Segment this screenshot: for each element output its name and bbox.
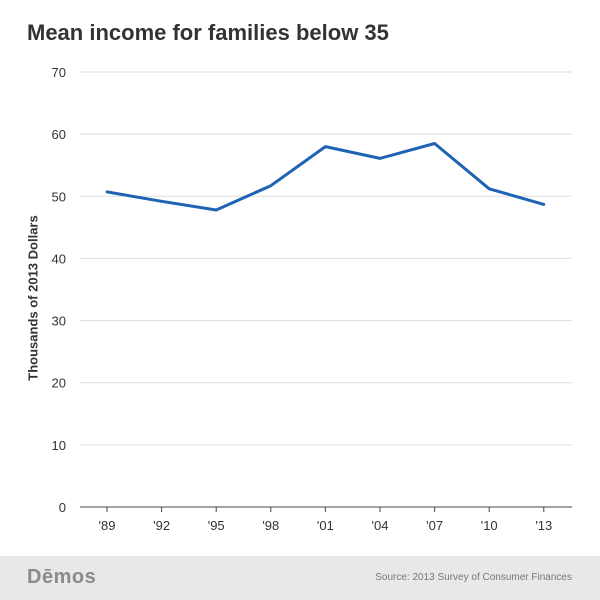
series-line-0 (105, 142, 546, 212)
y-tick-label-50: 50 (52, 189, 66, 204)
x-tick-label-2: '95 (208, 518, 225, 533)
x-tick-label-6: '07 (426, 518, 443, 533)
series-layer (105, 142, 546, 212)
footer-bar: Dēmos Source: 2013 Survey of Consumer Fi… (0, 556, 600, 600)
demos-logo: Dēmos (27, 566, 97, 588)
y-tick-label-60: 60 (52, 127, 66, 142)
y-tick-label-20: 20 (52, 376, 66, 391)
x-axis (80, 506, 572, 512)
x-tick-label-5: '04 (372, 518, 389, 533)
x-tick-label-1: '92 (153, 518, 170, 533)
y-tick-labels: 0 10 20 30 40 50 60 70 (52, 65, 66, 515)
y-tick-label-10: 10 (52, 438, 66, 453)
x-tick-label-3: '98 (262, 518, 279, 533)
line-chart: 0 10 20 30 40 50 60 70 '89 '92 '95 '98 '01 '04 '07 '10… (52, 65, 572, 533)
x-tick-labels: '89 '92 '95 '98 '01 '04 '07 '10 '13 (99, 518, 553, 533)
gridlines (80, 71, 572, 446)
y-tick-label-30: 30 (52, 314, 66, 329)
y-tick-label-0: 0 (59, 500, 66, 515)
x-tick-label-8: '13 (535, 518, 552, 533)
chart-title: Mean income for families below 35 (27, 20, 389, 45)
source-note: Source: 2013 Survey of Consumer Finances (375, 572, 572, 583)
x-tick-label-0: '89 (99, 518, 116, 533)
y-tick-label-40: 40 (52, 251, 66, 266)
x-tick-label-7: '10 (481, 518, 498, 533)
x-tick-label-4: '01 (317, 518, 334, 533)
y-tick-label-70: 70 (52, 65, 66, 80)
